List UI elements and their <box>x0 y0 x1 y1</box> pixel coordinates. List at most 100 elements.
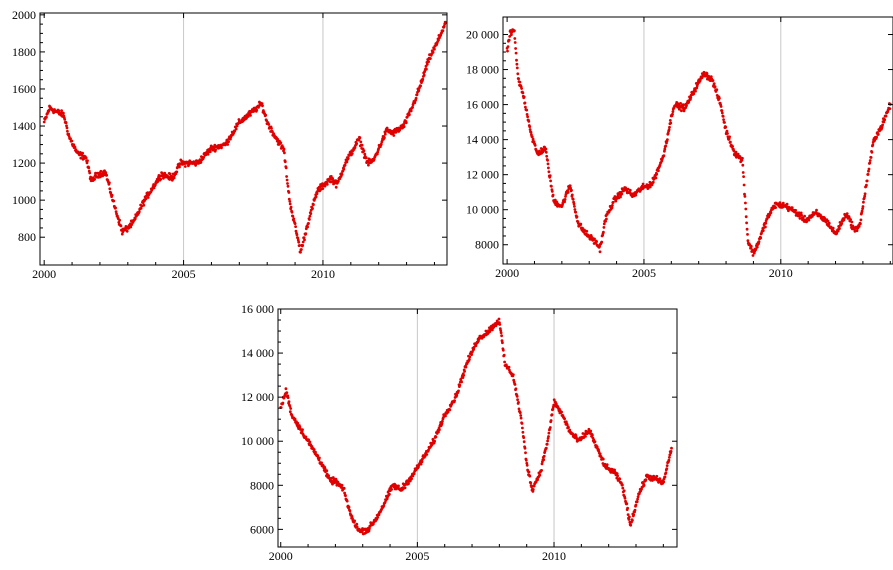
data-point <box>101 174 105 178</box>
data-point <box>573 208 577 211</box>
data-point <box>220 146 223 150</box>
data-point <box>524 458 528 462</box>
data-point <box>422 73 426 77</box>
data-point <box>526 115 529 119</box>
data-point <box>853 229 857 233</box>
data-point <box>663 147 667 151</box>
data-point <box>567 426 570 429</box>
data-point <box>437 430 440 434</box>
data-point <box>282 147 286 151</box>
y-tick-label: 1200 <box>12 156 36 170</box>
data-point <box>867 167 871 171</box>
data-point <box>507 38 511 42</box>
data-point <box>764 221 768 225</box>
data-point <box>379 142 383 146</box>
data-point <box>110 193 114 197</box>
data-point <box>648 185 652 189</box>
data-point <box>618 477 622 481</box>
data-point <box>429 57 432 60</box>
y-tick-label: 14 000 <box>241 346 274 360</box>
data-point <box>308 218 311 221</box>
data-point <box>632 513 636 517</box>
data-point <box>522 440 526 444</box>
plot-frame <box>39 12 448 266</box>
data-point <box>183 165 187 168</box>
data-point <box>301 244 305 247</box>
data-point <box>742 183 746 187</box>
data-point <box>125 229 129 233</box>
data-point <box>549 419 553 422</box>
data-point <box>746 233 749 236</box>
data-point <box>861 207 864 211</box>
data-point <box>296 421 300 425</box>
data-point <box>528 128 532 131</box>
data-point <box>440 422 444 425</box>
data-point <box>414 96 418 100</box>
data-point <box>329 175 333 178</box>
data-point <box>423 454 427 458</box>
data-point <box>514 47 517 50</box>
data-point <box>719 105 723 108</box>
data-point <box>616 474 619 478</box>
data-point <box>744 215 748 219</box>
data-point <box>293 417 297 421</box>
data-point <box>742 175 745 179</box>
data-point <box>740 159 744 162</box>
data-point <box>377 147 380 151</box>
data-point <box>720 111 724 115</box>
data-point <box>315 192 319 196</box>
data-point <box>304 232 308 236</box>
y-tick-label: 2000 <box>12 8 36 22</box>
data-point <box>117 221 121 224</box>
data-point <box>289 205 293 209</box>
data-point <box>715 88 719 91</box>
data-point <box>283 151 286 155</box>
data-point <box>388 492 391 496</box>
data-point <box>312 203 315 207</box>
data-point <box>713 85 717 89</box>
data-point <box>421 77 425 81</box>
data-point <box>598 452 602 456</box>
data-point <box>544 446 548 450</box>
data-point <box>631 519 634 522</box>
data-point <box>573 205 576 208</box>
data-point <box>724 125 728 129</box>
data-point <box>863 192 867 196</box>
data-point <box>544 147 548 151</box>
data-point <box>743 192 746 196</box>
data-point <box>497 317 501 321</box>
data-point <box>521 91 525 95</box>
y-tick-label: 20 000 <box>466 28 499 42</box>
data-point <box>284 166 288 170</box>
data-point <box>345 499 349 503</box>
data-point <box>308 214 312 218</box>
data-point <box>271 130 274 134</box>
data-point <box>519 416 523 420</box>
data-point <box>524 105 527 109</box>
data-point <box>641 182 645 186</box>
data-point <box>863 194 867 198</box>
data-point <box>579 222 583 226</box>
data-point <box>888 107 892 110</box>
data-point <box>214 148 218 152</box>
data-point <box>104 171 108 175</box>
data-point <box>781 201 785 205</box>
data-point <box>300 248 303 251</box>
data-point <box>621 486 625 490</box>
data-point <box>605 463 609 466</box>
data-point <box>156 180 160 184</box>
data-point <box>498 323 502 326</box>
data-point <box>565 423 569 426</box>
data-point <box>152 186 156 190</box>
data-point <box>86 159 89 163</box>
data-point <box>721 115 725 118</box>
data-point <box>420 460 424 464</box>
data-point <box>665 467 669 470</box>
data-point <box>778 201 782 205</box>
data-point <box>884 114 888 118</box>
data-point <box>681 103 685 106</box>
data-point <box>506 45 510 48</box>
data-point <box>294 225 297 229</box>
data-point <box>353 519 356 523</box>
